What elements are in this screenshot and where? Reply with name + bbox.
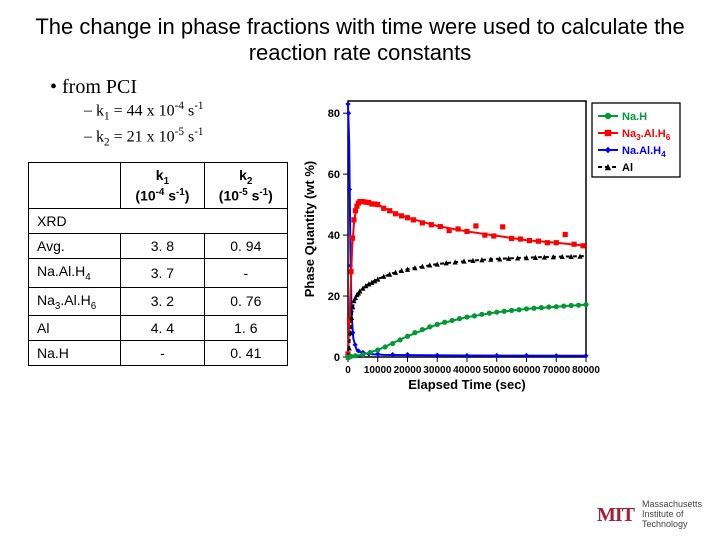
svg-text:0: 0 — [334, 352, 340, 364]
svg-text:40: 40 — [328, 230, 340, 242]
table-row: Avg. — [29, 233, 121, 258]
table-row: Na3.Al.H6 — [29, 287, 121, 316]
svg-text:Na.Al.H4: Na.Al.H4 — [622, 145, 666, 159]
header-blank — [29, 163, 121, 208]
svg-text:60: 60 — [328, 169, 340, 181]
header-k2: k2(10-5 s-1) — [204, 163, 287, 208]
table-row: Na.H — [29, 341, 121, 366]
header-k1: k1(10-4 s-1) — [121, 163, 204, 208]
footer: MIT Massachusetts Institute of Technolog… — [597, 500, 702, 530]
table-row: Al — [29, 316, 121, 341]
svg-text:0: 0 — [345, 365, 351, 376]
svg-text:Al: Al — [622, 162, 633, 174]
svg-text:40000: 40000 — [453, 365, 481, 376]
mit-logo: MIT — [597, 504, 634, 527]
rate-constants-table: k1(10-4 s-1) k2(10-5 s-1) XRDAvg.3. 80. … — [28, 162, 288, 366]
svg-text:20000: 20000 — [394, 365, 422, 376]
svg-text:60000: 60000 — [513, 365, 541, 376]
svg-text:Phase Quantity (wt %): Phase Quantity (wt %) — [302, 161, 317, 298]
svg-text:Na.H: Na.H — [622, 111, 647, 123]
slide-title: The change in phase fractions with time … — [0, 0, 720, 72]
svg-text:Elapsed Time (sec): Elapsed Time (sec) — [408, 377, 526, 392]
svg-text:20: 20 — [328, 291, 340, 303]
svg-text:80000: 80000 — [572, 365, 600, 376]
table-wrap: k1(10-4 s-1) k2(10-5 s-1) XRDAvg.3. 80. … — [28, 154, 288, 366]
phase-chart: 0 100002000030000400005000060000700008000… — [296, 89, 686, 399]
table-row: XRD — [29, 208, 288, 233]
svg-text:10000: 10000 — [364, 365, 392, 376]
svg-text:80: 80 — [328, 108, 340, 120]
svg-text:50000: 50000 — [483, 365, 511, 376]
svg-text:Na3.Al.H6: Na3.Al.H6 — [622, 128, 671, 142]
svg-text:30000: 30000 — [423, 365, 451, 376]
mit-text: Massachusetts Institute of Technology — [642, 500, 702, 530]
table-row: Na.Al.H4 — [29, 258, 121, 287]
svg-text:70000: 70000 — [542, 365, 570, 376]
